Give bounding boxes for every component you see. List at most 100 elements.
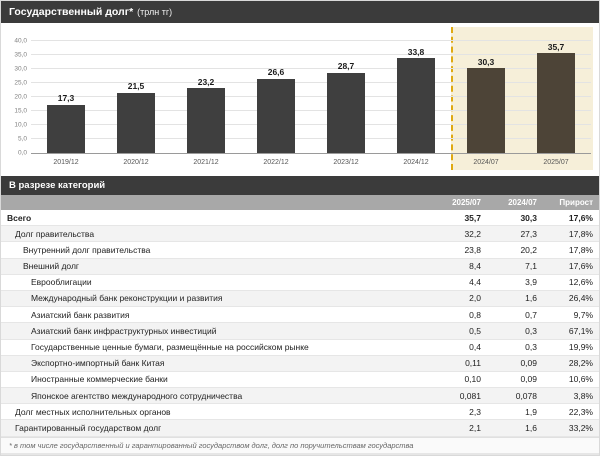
bar-value-label: 33,8 xyxy=(407,46,425,57)
growth-value: 67,1% xyxy=(543,322,599,340)
bar-slot: 30,3 xyxy=(451,41,521,153)
table-row: Внутренний долг правительства 23,8 20,2 17,… xyxy=(1,241,599,259)
value-2025-07: 4,4 xyxy=(431,274,487,291)
bar-value-label: 26,6 xyxy=(267,67,285,78)
row-label: Долг местных исполнительных органов xyxy=(1,403,431,421)
value-2024-07: 1,9 xyxy=(487,403,543,421)
value-2024-07: 30,3 xyxy=(487,210,543,227)
bar xyxy=(466,68,506,153)
row-label: Еврооблигации xyxy=(1,274,431,291)
value-2024-07: 0,09 xyxy=(487,355,543,372)
gridline xyxy=(31,40,591,41)
growth-value: 19,9% xyxy=(543,339,599,356)
value-2024-07: 1,6 xyxy=(487,290,543,308)
gridline xyxy=(31,138,591,139)
growth-value: 26,4% xyxy=(543,290,599,308)
x-axis-label: 2023/12 xyxy=(333,158,359,166)
value-2025-07: 0,8 xyxy=(431,306,487,324)
y-tick-label: 15,0 xyxy=(14,106,27,114)
x-axis-label: 2019/12 xyxy=(53,158,79,166)
value-2024-07: 7,1 xyxy=(487,258,543,275)
value-2024-07: 0,3 xyxy=(487,322,543,340)
bar-value-label: 30,3 xyxy=(477,56,495,67)
table-header-row: 2025/07 2024/07 Прирост xyxy=(1,195,599,210)
category-table: 2025/07 2024/07 Прирост Всего 35,7 30,3 17,… xyxy=(1,195,599,437)
growth-value: 10,6% xyxy=(543,371,599,389)
column-header-growth: Прирост xyxy=(543,195,599,210)
chart-title-bar: Государственный долг* (трлн тг) xyxy=(1,1,599,23)
bar-slot: 23,2 xyxy=(171,41,241,153)
gridline xyxy=(31,82,591,83)
y-tick-label: 10,0 xyxy=(14,120,27,128)
gridline xyxy=(31,96,591,97)
value-2025-07: 32,2 xyxy=(431,225,487,243)
bar xyxy=(116,92,156,153)
table-row: Международный банк реконструкции и разви… xyxy=(1,290,599,308)
growth-value: 17,8% xyxy=(543,241,599,259)
plot-column: 17,3 21,5 23,2 26,6 28,7 33,8 30,3 35,7 2019/12… xyxy=(31,27,593,170)
table-row: Иностранные коммерческие банки 0,10 0,09 10… xyxy=(1,371,599,389)
row-label: Гарантированный государством долг xyxy=(1,419,431,437)
y-tick-label: 5,0 xyxy=(17,134,27,142)
y-tick-label: 35,0 xyxy=(14,50,27,58)
growth-value: 33,2% xyxy=(543,419,599,437)
value-2025-07: 2,1 xyxy=(431,419,487,437)
growth-value: 28,2% xyxy=(543,355,599,372)
gridline xyxy=(31,68,591,69)
table-row: Внешний долг 8,4 7,1 17,6% xyxy=(1,258,599,275)
column-header-2025: 2025/07 xyxy=(431,195,487,210)
x-axis-labels: 2019/12 2020/12 2021/12 2022/12 2023/12 2024/… xyxy=(31,154,591,170)
bar-slot: 35,7 xyxy=(521,41,591,153)
bar-value-label: 17,3 xyxy=(57,93,75,104)
y-tick-label: 40,0 xyxy=(14,36,27,44)
x-axis-label: 2024/07 xyxy=(473,158,499,166)
growth-value: 3,8% xyxy=(543,387,599,405)
value-2025-07: 0,4 xyxy=(431,339,487,356)
x-axis-label: 2024/12 xyxy=(403,158,429,166)
plot-area: 17,3 21,5 23,2 26,6 28,7 33,8 30,3 35,7 xyxy=(31,40,591,154)
bar-value-label: 21,5 xyxy=(127,81,145,92)
value-2024-07: 3,9 xyxy=(487,274,543,291)
bar xyxy=(396,58,436,153)
table-row: Всего 35,7 30,3 17,6% xyxy=(1,210,599,227)
bar xyxy=(256,78,296,153)
growth-value: 12,6% xyxy=(543,274,599,291)
bar-slot: 26,6 xyxy=(241,41,311,153)
growth-value: 17,6% xyxy=(543,210,599,227)
y-tick-label: 20,0 xyxy=(14,92,27,100)
bar xyxy=(186,88,226,153)
bar xyxy=(46,104,86,153)
column-header-category xyxy=(1,195,431,210)
table-row: Гарантированный государством долг 2,1 1,6 3… xyxy=(1,419,599,437)
plot-pad: 17,3 21,5 23,2 26,6 28,7 33,8 30,3 35,7 2019/12… xyxy=(31,27,591,170)
bar xyxy=(536,53,576,153)
value-2024-07: 0,3 xyxy=(487,339,543,356)
bottom-bar: На основе данных Министерства финансов Р… xyxy=(1,452,599,455)
row-label: Японское агентство международного сотруд… xyxy=(1,387,431,405)
value-2025-07: 8,4 xyxy=(431,258,487,275)
value-2025-07: 0,11 xyxy=(431,355,487,372)
bar-chart: 0,0 5,0 10,0 15,0 20,0 25,0 30,0 35,0 40,0 17,3 2… xyxy=(5,27,593,170)
value-2025-07: 2,3 xyxy=(431,403,487,421)
value-2025-07: 0,5 xyxy=(431,322,487,340)
section-header: В разрезе категорий xyxy=(1,176,599,195)
chart-title: Государственный долг* xyxy=(9,6,134,18)
value-2024-07: 20,2 xyxy=(487,241,543,259)
row-label: Экспортно-импортный банк Китая xyxy=(1,355,431,372)
table-row: Долг местных исполнительных органов 2,3 1,… xyxy=(1,403,599,421)
growth-value: 17,6% xyxy=(543,258,599,275)
y-tick-label: 30,0 xyxy=(14,64,27,72)
row-label: Международный банк реконструкции и разви… xyxy=(1,290,431,308)
bar-value-label: 28,7 xyxy=(337,61,355,72)
row-label: Государственные ценные бумаги, размещённ… xyxy=(1,339,431,356)
bars-row: 17,3 21,5 23,2 26,6 28,7 33,8 30,3 35,7 xyxy=(31,41,591,153)
table-row: Еврооблигации 4,4 3,9 12,6% xyxy=(1,274,599,291)
x-axis-label: 2020/12 xyxy=(123,158,149,166)
value-2025-07: 2,0 xyxy=(431,290,487,308)
bar-slot: 28,7 xyxy=(311,41,381,153)
bar-slot: 21,5 xyxy=(101,41,171,153)
growth-value: 17,8% xyxy=(543,225,599,243)
table-row: Азиатский банк инфраструктурных инвестиц… xyxy=(1,322,599,340)
y-axis-labels: 0,0 5,0 10,0 15,0 20,0 25,0 30,0 35,0 40,0 xyxy=(5,36,31,155)
